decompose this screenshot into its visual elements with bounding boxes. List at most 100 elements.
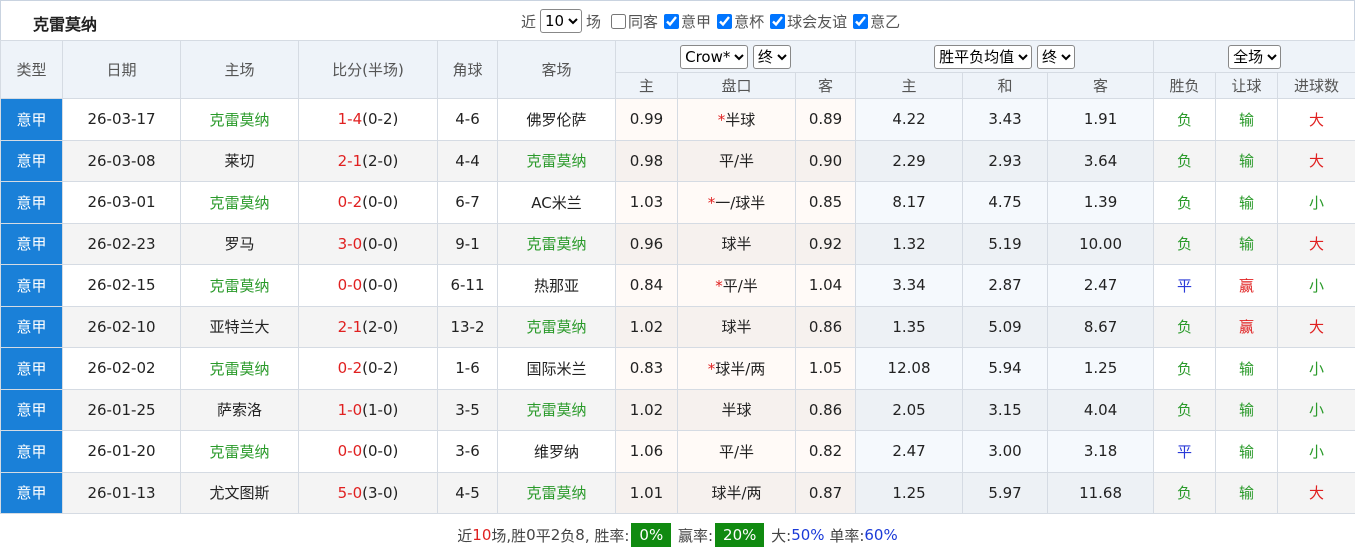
result: 输 — [1216, 348, 1278, 390]
summary-part: 近 — [457, 525, 472, 546]
score-cell: 5-0(3-0) — [299, 472, 438, 514]
handicap-home: 0.98 — [616, 140, 678, 182]
checkbox-label: 球会友谊 — [787, 11, 847, 32]
result: 负 — [1154, 348, 1216, 390]
half-score: (1-0) — [362, 401, 398, 419]
odds-select[interactable]: 胜平负均值 — [934, 45, 1032, 69]
result: 小 — [1278, 389, 1355, 431]
subcolumn-header: 让球 — [1216, 73, 1278, 99]
summary-part: 8 — [575, 526, 585, 544]
handicap-cell: *半球 — [678, 99, 796, 141]
result: 输 — [1216, 389, 1278, 431]
full-score: 0-0 — [338, 276, 363, 294]
stage-select[interactable]: 终 — [753, 45, 791, 69]
odds-lose: 8.67 — [1048, 306, 1154, 348]
result: 输 — [1216, 182, 1278, 224]
subcolumn-header: 盘口 — [678, 73, 796, 99]
odds-draw: 3.00 — [963, 431, 1048, 473]
handicap-home: 0.84 — [616, 265, 678, 307]
subcolumn-header: 客 — [1048, 73, 1154, 99]
handicap-home: 0.83 — [616, 348, 678, 390]
half-score: (0-0) — [362, 235, 398, 253]
half-score: (0-2) — [362, 359, 398, 377]
recent-select[interactable]: 10 — [540, 9, 582, 33]
odds-draw: 2.93 — [963, 140, 1048, 182]
top-bar: 克雷莫纳 近 10 场 同客意甲意杯球会友谊意乙 — [0, 0, 1355, 40]
odds-win: 2.29 — [856, 140, 963, 182]
checkbox[interactable] — [770, 14, 785, 29]
checkbox[interactable] — [664, 14, 679, 29]
odds-lose: 4.04 — [1048, 389, 1154, 431]
checkbox-label: 同客 — [628, 11, 658, 32]
subcolumn-header: 主 — [856, 73, 963, 99]
handicap-line: 一/球半 — [715, 194, 765, 212]
home-team: 克雷莫纳 — [181, 99, 299, 141]
half-score: (0-0) — [362, 442, 398, 460]
odds-win: 2.47 — [856, 431, 963, 473]
handicap-home: 1.01 — [616, 472, 678, 514]
corners: 6-7 — [438, 182, 498, 224]
corners: 4-6 — [438, 99, 498, 141]
recent-suffix: 场 — [586, 11, 601, 32]
checkbox[interactable] — [853, 14, 868, 29]
handicap-home: 1.02 — [616, 306, 678, 348]
odds-draw: 5.09 — [963, 306, 1048, 348]
date: 26-01-13 — [63, 472, 181, 514]
handicap-cell: *平/半 — [678, 265, 796, 307]
scope-select[interactable]: 全场 — [1228, 45, 1281, 69]
summary-part: 场,胜 — [491, 525, 526, 546]
odds-lose: 3.64 — [1048, 140, 1154, 182]
date: 26-03-08 — [63, 140, 181, 182]
handicap-cell: 半球 — [678, 389, 796, 431]
odds-lose: 1.91 — [1048, 99, 1154, 141]
result: 大 — [1278, 99, 1355, 141]
half-score: (0-0) — [362, 276, 398, 294]
subcolumn-header: 进球数 — [1278, 73, 1355, 99]
handicap-cell: *一/球半 — [678, 182, 796, 224]
home-team: 尤文图斯 — [181, 472, 299, 514]
home-team: 克雷莫纳 — [181, 348, 299, 390]
result: 小 — [1278, 265, 1355, 307]
column-header: 主场 — [181, 41, 299, 99]
summary-part: 20% — [715, 523, 764, 547]
home-team: 罗马 — [181, 223, 299, 265]
half-score: (3-0) — [362, 484, 398, 502]
checkbox[interactable] — [717, 14, 732, 29]
away-team: 佛罗伦萨 — [498, 99, 616, 141]
handicap-home: 1.06 — [616, 431, 678, 473]
handicap-home: 0.99 — [616, 99, 678, 141]
handicap-line: 半球 — [725, 111, 755, 129]
team-title: 克雷莫纳 — [33, 11, 97, 35]
result: 负 — [1154, 99, 1216, 141]
result: 输 — [1216, 140, 1278, 182]
away-team: 克雷莫纳 — [498, 389, 616, 431]
handicap-cell: *球半/两 — [678, 348, 796, 390]
handicap-selects: Crow* 终 — [616, 41, 856, 73]
result: 输 — [1216, 431, 1278, 473]
result: 平 — [1154, 431, 1216, 473]
league: 意甲 — [1, 306, 63, 348]
handicap-home: 0.96 — [616, 223, 678, 265]
handicap-away: 0.89 — [796, 99, 856, 141]
checkbox-label: 意甲 — [681, 11, 711, 32]
away-team: 克雷莫纳 — [498, 472, 616, 514]
result: 负 — [1154, 389, 1216, 431]
handicap-away: 0.86 — [796, 389, 856, 431]
result: 负 — [1154, 472, 1216, 514]
checkbox[interactable] — [611, 14, 626, 29]
company-select[interactable]: Crow* — [680, 45, 748, 69]
stage-select[interactable]: 终 — [1037, 45, 1075, 69]
handicap-cell: 球半 — [678, 223, 796, 265]
result-selects: 全场 — [1154, 41, 1355, 73]
home-team: 莱切 — [181, 140, 299, 182]
full-score: 3-0 — [338, 235, 363, 253]
summary-part: 0% — [631, 523, 671, 547]
handicap-line: 球半/两 — [711, 484, 761, 502]
date: 26-02-10 — [63, 306, 181, 348]
half-score: (2-0) — [362, 152, 398, 170]
